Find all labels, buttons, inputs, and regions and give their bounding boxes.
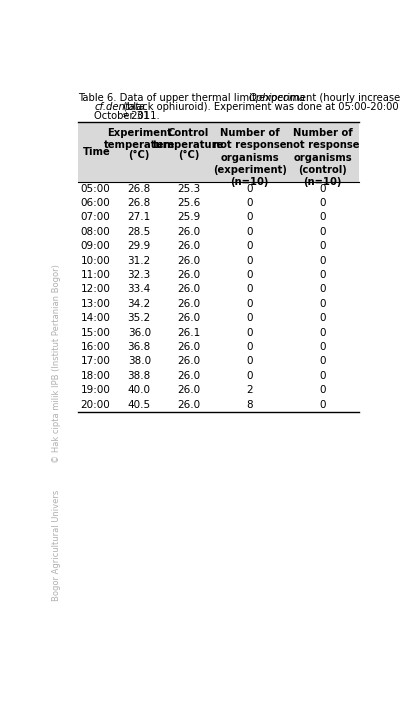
Text: 16:00: 16:00 — [81, 342, 110, 352]
Text: 26.0: 26.0 — [177, 313, 200, 324]
Text: 40.0: 40.0 — [128, 385, 151, 395]
Text: 0: 0 — [320, 227, 326, 237]
Text: 12:00: 12:00 — [81, 285, 110, 295]
Text: 0: 0 — [246, 227, 253, 237]
Text: 38.8: 38.8 — [128, 371, 151, 381]
Text: Table 6. Data of upper thermal limit experiment (hourly increase) of: Table 6. Data of upper thermal limit exp… — [78, 93, 401, 103]
Text: 05:00: 05:00 — [81, 183, 110, 193]
Text: 25.6: 25.6 — [177, 198, 200, 208]
Text: 0: 0 — [246, 213, 253, 222]
Text: 29.9: 29.9 — [128, 242, 151, 251]
Text: 26.0: 26.0 — [177, 342, 200, 352]
Text: 0: 0 — [320, 270, 326, 280]
Text: (black ophiuroid). Experiment was done at 05:00-20:00 o: (black ophiuroid). Experiment was done a… — [120, 102, 401, 111]
Text: 11:00: 11:00 — [81, 270, 110, 280]
Text: 20:00: 20:00 — [81, 400, 110, 410]
Text: 0: 0 — [320, 256, 326, 266]
Text: 26.0: 26.0 — [177, 270, 200, 280]
Text: © Hak cipta milik IPB (Institut Pertanian Bogor): © Hak cipta milik IPB (Institut Pertania… — [53, 264, 61, 462]
Text: 26.0: 26.0 — [177, 385, 200, 395]
Text: 0: 0 — [246, 256, 253, 266]
Text: 26.0: 26.0 — [177, 256, 200, 266]
Text: 26.0: 26.0 — [177, 357, 200, 367]
Text: Experiment
temperature: Experiment temperature — [103, 128, 175, 150]
Text: 0: 0 — [246, 198, 253, 208]
Text: 0: 0 — [246, 328, 253, 338]
Text: 8: 8 — [246, 400, 253, 410]
Text: 26.0: 26.0 — [177, 285, 200, 295]
Text: 25.3: 25.3 — [177, 183, 200, 193]
Text: Number of
not response
organisms
(experiment)
(n=10): Number of not response organisms (experi… — [213, 128, 287, 188]
Text: 26.0: 26.0 — [177, 242, 200, 251]
Text: 26.0: 26.0 — [177, 227, 200, 237]
Text: st: st — [123, 111, 130, 118]
Text: 26.8: 26.8 — [128, 183, 151, 193]
Text: Number of
not response
organisms
(control)
(n=10): Number of not response organisms (contro… — [286, 128, 360, 188]
Text: 25.9: 25.9 — [177, 213, 200, 222]
Text: 14:00: 14:00 — [81, 313, 110, 324]
Text: 06:00: 06:00 — [81, 198, 110, 208]
Text: 26.8: 26.8 — [128, 198, 151, 208]
Text: 34.2: 34.2 — [128, 299, 151, 309]
Text: 07:00: 07:00 — [81, 213, 110, 222]
Text: 19:00: 19:00 — [81, 385, 110, 395]
Text: 26.0: 26.0 — [177, 371, 200, 381]
Text: 2: 2 — [246, 385, 253, 395]
Text: Control
temperature: Control temperature — [153, 128, 224, 150]
Text: 32.3: 32.3 — [128, 270, 151, 280]
Text: 0: 0 — [320, 385, 326, 395]
Text: 0: 0 — [246, 371, 253, 381]
Text: 0: 0 — [246, 299, 253, 309]
Text: 28.5: 28.5 — [128, 227, 151, 237]
Text: 0: 0 — [320, 342, 326, 352]
Text: 13:00: 13:00 — [81, 299, 110, 309]
Text: Bogor Agricultural Univers: Bogor Agricultural Univers — [53, 490, 61, 601]
Text: 0: 0 — [320, 400, 326, 410]
Text: 0: 0 — [246, 342, 253, 352]
Text: 26.0: 26.0 — [177, 299, 200, 309]
Text: 0: 0 — [246, 285, 253, 295]
Text: 33.4: 33.4 — [128, 285, 151, 295]
Text: (°C): (°C) — [129, 150, 150, 160]
Text: 31.2: 31.2 — [128, 256, 151, 266]
Text: 0: 0 — [320, 198, 326, 208]
Text: 0: 0 — [320, 242, 326, 251]
Text: (°C): (°C) — [178, 150, 199, 160]
Text: 0: 0 — [320, 299, 326, 309]
Text: 26.0: 26.0 — [177, 400, 200, 410]
Text: 10:00: 10:00 — [81, 256, 110, 266]
Text: 0: 0 — [246, 242, 253, 251]
Text: 0: 0 — [320, 213, 326, 222]
Text: 27.1: 27.1 — [128, 213, 151, 222]
Text: 0: 0 — [246, 183, 253, 193]
Text: 15:00: 15:00 — [81, 328, 110, 338]
Text: 0: 0 — [320, 183, 326, 193]
Text: 0: 0 — [320, 371, 326, 381]
Text: Time: Time — [83, 147, 110, 157]
Text: 09:00: 09:00 — [81, 242, 110, 251]
Text: 0: 0 — [320, 285, 326, 295]
Text: 0: 0 — [320, 328, 326, 338]
Text: 0: 0 — [246, 313, 253, 324]
Text: October 31: October 31 — [94, 111, 150, 121]
Text: 35.2: 35.2 — [128, 313, 151, 324]
Text: 08:00: 08:00 — [81, 227, 110, 237]
Text: 0: 0 — [246, 270, 253, 280]
Text: Ophiocoma: Ophiocoma — [248, 93, 306, 103]
Text: 18:00: 18:00 — [81, 371, 110, 381]
Text: 0: 0 — [246, 357, 253, 367]
Text: 38.0: 38.0 — [128, 357, 151, 367]
Text: 0: 0 — [320, 313, 326, 324]
Text: 0: 0 — [320, 357, 326, 367]
Text: 36.0: 36.0 — [128, 328, 151, 338]
Text: 26.1: 26.1 — [177, 328, 200, 338]
Text: 17:00: 17:00 — [81, 357, 110, 367]
Text: 36.8: 36.8 — [128, 342, 151, 352]
Text: 2011.: 2011. — [128, 111, 160, 121]
Text: 40.5: 40.5 — [128, 400, 151, 410]
Text: cf.dentata: cf.dentata — [94, 102, 145, 111]
